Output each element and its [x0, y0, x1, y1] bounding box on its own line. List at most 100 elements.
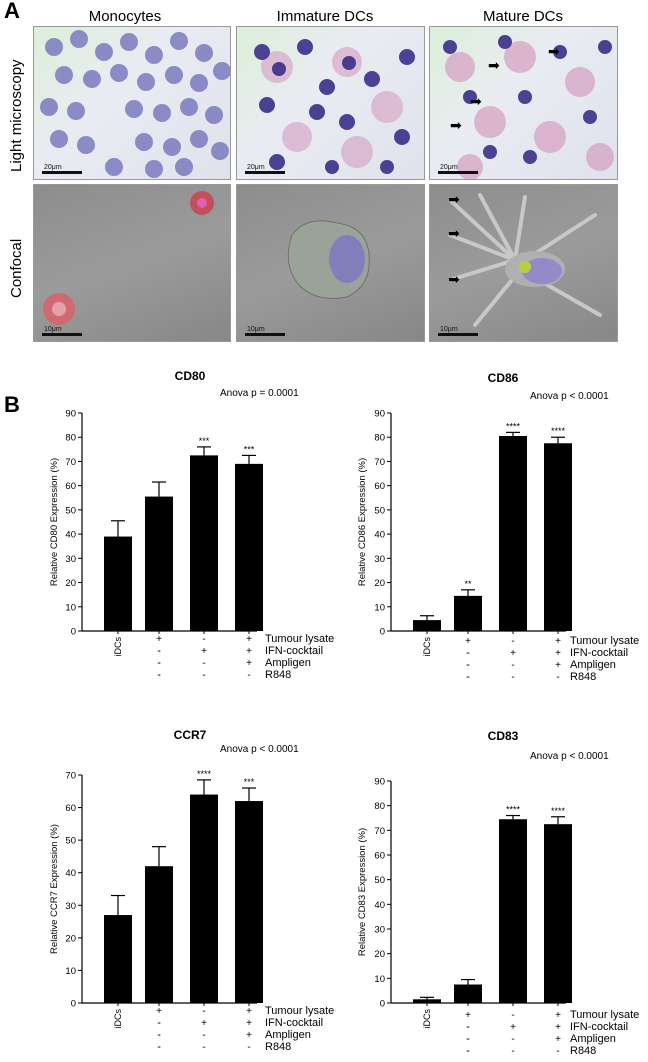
immature-dcs-confocal-cell — [287, 220, 370, 299]
bar — [145, 496, 173, 631]
y-tick-label: 20 — [65, 933, 76, 944]
scale-bar — [42, 171, 82, 174]
condition-sign: - — [157, 658, 160, 669]
condition-sign-first: - — [157, 670, 160, 681]
condition-sign: - — [466, 672, 469, 683]
bar — [413, 999, 441, 1003]
scale-label: 20μm — [440, 164, 458, 171]
column-title-mature-dcs: Mature DCs — [482, 8, 564, 25]
condition-sign: - — [466, 660, 469, 671]
scale-bar — [245, 333, 285, 336]
column-title-monocytes: Monocytes — [88, 8, 162, 25]
condition-sign: + — [246, 658, 252, 669]
condition-sign: + — [555, 1034, 561, 1045]
condition-sign: + — [156, 634, 162, 645]
condition-label: Tumour lysate — [570, 635, 639, 647]
condition-sign: - — [511, 636, 514, 647]
bar — [104, 915, 132, 1003]
condition-sign: + — [555, 1010, 561, 1021]
y-axis-label: Relative CD86 Expression (%) — [357, 458, 368, 586]
y-tick-label: 30 — [374, 554, 385, 565]
condition-sign: + — [465, 1010, 471, 1021]
condition-sign: + — [246, 1030, 252, 1041]
bar — [190, 794, 218, 1003]
significance-label: **** — [506, 421, 521, 431]
y-tick-label: 90 — [65, 409, 76, 420]
bar — [499, 819, 527, 1003]
mature-dcs-confocal-image: ➡ ➡ ➡ 10μm — [429, 184, 618, 342]
condition-label: IFN-cocktail — [570, 647, 628, 659]
monocytes-light-image: 20μm — [33, 26, 231, 180]
condition-sign: + — [201, 646, 207, 657]
bar — [145, 866, 173, 1003]
y-tick-label: 60 — [374, 851, 385, 862]
chart-title: CCR7 — [174, 728, 207, 742]
scale-label: 20μm — [247, 164, 265, 171]
y-tick-label: 70 — [65, 771, 76, 782]
arrow-icon: ➡ — [488, 57, 500, 73]
scale-bar — [438, 333, 478, 336]
condition-label: Ampligen — [570, 659, 616, 671]
condition-sign: - — [202, 1042, 205, 1053]
condition-sign: + — [555, 648, 561, 659]
condition-label: Ampligen — [265, 657, 311, 669]
bar — [235, 801, 263, 1003]
condition-label: R848 — [570, 671, 596, 683]
y-tick-label: 40 — [65, 868, 76, 879]
condition-sign-first: - — [157, 1030, 160, 1041]
arrow-icon: ➡ — [450, 117, 462, 133]
condition-sign: + — [510, 1022, 516, 1033]
anova-annotation: Anova p < 0.0001 — [530, 751, 609, 762]
condition-sign: - — [202, 670, 205, 681]
scale-label: 20μm — [44, 164, 62, 171]
arrow-icon: ➡ — [470, 93, 482, 109]
condition-sign-first: - — [157, 1042, 160, 1053]
condition-sign-first: - — [466, 672, 469, 683]
condition-sign: + — [555, 660, 561, 671]
y-tick-label: 20 — [65, 578, 76, 589]
panel-a-letter: A — [4, 0, 20, 23]
x-category-label: iDCs — [422, 1009, 432, 1029]
immature-dcs-confocal-image: 10μm — [236, 184, 425, 342]
condition-sign: - — [511, 1034, 514, 1045]
x-category-label: iDCs — [113, 1009, 123, 1029]
y-tick-label: 50 — [374, 505, 385, 516]
anova-annotation: Anova p = 0.0001 — [220, 388, 299, 399]
arrow-icon: ➡ — [448, 271, 460, 287]
condition-sign: - — [511, 1046, 514, 1057]
y-tick-label: 90 — [374, 777, 385, 788]
condition-sign: - — [466, 1022, 469, 1033]
y-axis-label: Relative CCR7 Expression (%) — [49, 824, 60, 954]
condition-sign: + — [555, 1022, 561, 1033]
bar — [235, 463, 263, 631]
condition-sign: - — [247, 670, 250, 681]
monocytes-confocal-cells — [43, 191, 214, 325]
condition-sign: + — [465, 636, 471, 647]
condition-sign: + — [555, 636, 561, 647]
y-tick-label: 60 — [374, 481, 385, 492]
bar — [454, 595, 482, 631]
chart-title: CD83 — [488, 729, 519, 743]
condition-sign: - — [202, 634, 205, 645]
scale-label: 10μm — [440, 326, 458, 333]
condition-sign: - — [247, 1042, 250, 1053]
y-tick-label: 10 — [65, 966, 76, 977]
monocytes-cells — [40, 30, 230, 178]
condition-label: Tumour lysate — [265, 1005, 334, 1017]
mature-dcs-light-image: ➡ ➡ ➡ ➡ 20μm — [429, 26, 618, 180]
condition-sign: - — [157, 1018, 160, 1029]
condition-sign: + — [246, 1006, 252, 1017]
condition-label: Ampligen — [265, 1029, 311, 1041]
condition-label: IFN-cocktail — [265, 645, 323, 657]
y-tick-label: 30 — [374, 925, 385, 936]
condition-sign: - — [466, 648, 469, 659]
scale-bar — [42, 333, 82, 336]
condition-sign: - — [157, 646, 160, 657]
y-tick-label: 70 — [374, 826, 385, 837]
condition-sign: - — [157, 1030, 160, 1041]
condition-sign: - — [202, 1006, 205, 1017]
condition-sign-first: - — [466, 1034, 469, 1045]
condition-sign: - — [511, 672, 514, 683]
y-tick-label: 40 — [374, 900, 385, 911]
y-tick-label: 0 — [71, 627, 76, 638]
